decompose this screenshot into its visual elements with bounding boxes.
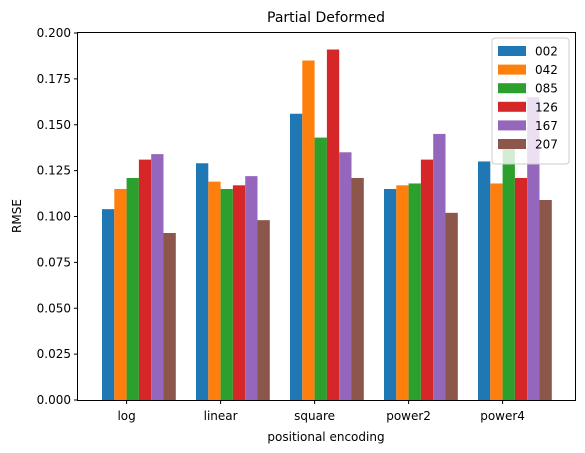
bar-207-linear: [257, 220, 270, 400]
x-tick-label: square: [294, 409, 335, 423]
bar-085-square: [314, 137, 327, 400]
bar-002-log: [102, 209, 115, 400]
bar-085-power4: [502, 148, 515, 400]
x-axis: log linear square power2 power4: [117, 400, 525, 423]
legend-label-167: 167: [535, 119, 558, 133]
bar-126-log: [138, 159, 152, 400]
legend-label-207: 207: [535, 138, 558, 152]
bar-042-log: [114, 188, 127, 400]
x-tick-label: linear: [204, 409, 238, 423]
legend-swatch-002: [498, 46, 526, 56]
bar-207-square: [351, 177, 364, 400]
y-tick-label: 0.150: [37, 118, 71, 132]
bar-042-square: [302, 60, 315, 400]
bar-042-power4: [490, 183, 503, 400]
y-tick-label: 0.175: [37, 72, 71, 86]
legend-label-085: 085: [535, 82, 558, 96]
y-tick-label: 0.025: [37, 347, 71, 361]
y-tick-label: 0.100: [37, 210, 71, 224]
legend-swatch-167: [498, 120, 526, 131]
y-tick-label: 0.000: [37, 393, 71, 407]
legend-label-042: 042: [535, 63, 558, 77]
y-tick-label: 0.050: [37, 301, 71, 315]
bar-002-power4: [478, 161, 491, 400]
x-tick-label: log: [117, 409, 135, 423]
bar-085-linear: [220, 188, 233, 400]
bar-167-power4: [527, 97, 540, 400]
bar-167-square: [339, 152, 352, 400]
bar-126-power4: [514, 177, 528, 400]
legend-label-002: 002: [535, 45, 558, 59]
legend-label-126: 126: [535, 100, 558, 114]
bar-085-power2: [408, 183, 421, 400]
legend-swatch-042: [498, 64, 526, 75]
y-axis: 0.000 0.025 0.050 0.075 0.100 0.125 0.150 0.175…: [37, 26, 78, 407]
y-tick-label: 0.075: [37, 255, 71, 269]
y-tick-label: 0.200: [37, 26, 71, 40]
legend-swatch-085: [498, 83, 526, 94]
bar-002-power2: [384, 188, 397, 400]
x-tick-label: power2: [386, 409, 431, 423]
bars-group: [102, 49, 552, 401]
bar-167-linear: [245, 176, 258, 400]
bar-126-power2: [420, 159, 434, 400]
bar-207-log: [163, 233, 176, 400]
bar-167-log: [151, 154, 164, 400]
x-tick-label: power4: [480, 409, 525, 423]
chart-title: Partial Deformed: [267, 10, 385, 26]
x-axis-title: positional encoding: [267, 430, 384, 444]
bar-167-power2: [433, 133, 446, 400]
bar-042-linear: [208, 181, 221, 400]
bar-207-power4: [539, 199, 552, 400]
bar-126-linear: [232, 185, 246, 400]
legend: 002 042 085 126 167 207: [491, 37, 570, 165]
bar-002-square: [290, 113, 303, 401]
legend-swatch-207: [498, 139, 526, 149]
y-tick-label: 0.125: [37, 164, 71, 178]
y-axis-title: RMSE: [10, 199, 24, 233]
legend-swatch-126: [498, 101, 526, 112]
bar-207-power2: [445, 212, 458, 400]
bar-126-square: [326, 49, 340, 400]
bar-085-log: [126, 177, 139, 400]
bar-002-linear: [196, 163, 209, 400]
bar-042-power2: [396, 185, 409, 400]
